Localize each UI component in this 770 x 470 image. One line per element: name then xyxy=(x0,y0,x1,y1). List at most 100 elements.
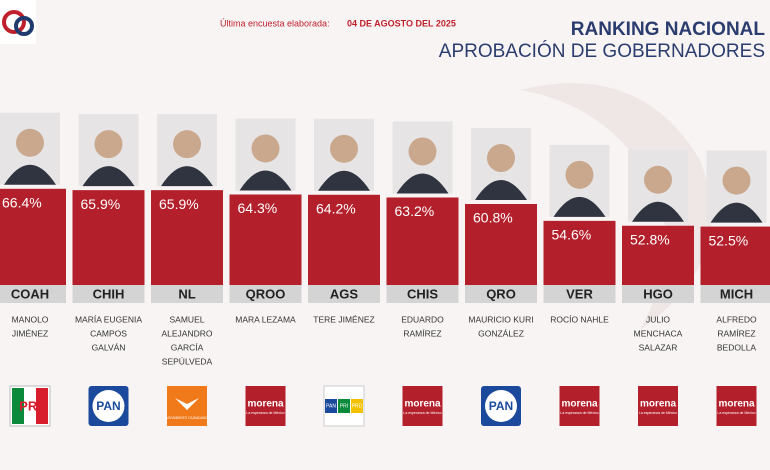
governor-name: MAURICIO KURI xyxy=(468,314,533,324)
bar xyxy=(700,226,770,285)
party-logo-text: La esperanza de México xyxy=(639,411,677,415)
portrait-head xyxy=(94,130,123,159)
category-strip xyxy=(622,285,694,303)
governor-name: EDUARDO xyxy=(401,314,444,324)
value-label: 52.8% xyxy=(630,231,670,247)
x-tick-label: CHIH xyxy=(93,286,125,301)
bar xyxy=(622,225,694,285)
party-logo-text: morena xyxy=(247,399,284,410)
party-logo-text: La esperanza de México xyxy=(717,411,755,415)
x-tick-label: NL xyxy=(178,286,195,301)
party-logo xyxy=(638,386,678,426)
governor-name: MARA LEZAMA xyxy=(235,314,296,324)
party-logo-part xyxy=(351,399,363,413)
bar xyxy=(308,194,380,285)
governor-name: ALEJANDRO xyxy=(161,328,212,338)
governor-name: TERE JIMÉNEZ xyxy=(313,314,374,324)
portrait-body xyxy=(4,164,56,185)
portrait-head xyxy=(408,137,437,166)
value-label: 64.3% xyxy=(238,200,278,216)
party-logo xyxy=(402,386,443,426)
chart-subtitle: APROBACIÓN DE GOBERNADORES xyxy=(439,40,765,62)
x-tick-label: QROO xyxy=(246,286,286,301)
value-label: 65.9% xyxy=(81,196,121,212)
party-logo-text: La esperanza de México xyxy=(560,411,598,415)
party-logo-part xyxy=(175,398,199,410)
value-label: 52.5% xyxy=(709,232,749,248)
value-label: 65.9% xyxy=(159,196,199,212)
category-strip xyxy=(465,285,537,303)
governor-name: MENCHACA xyxy=(634,328,683,338)
governor-name: RAMÍREZ xyxy=(403,328,441,338)
bar xyxy=(465,204,537,285)
category-strip xyxy=(700,285,770,303)
governor-name: GONZÁLEZ xyxy=(478,328,524,338)
portrait-body xyxy=(82,166,135,187)
party-logo-text: La esperanza de México xyxy=(403,411,441,415)
party-logo-text: PRI xyxy=(19,398,41,413)
category-strip xyxy=(543,285,616,303)
portrait-body xyxy=(239,170,292,191)
bar xyxy=(0,188,66,285)
party-logo-text: morena xyxy=(404,399,441,410)
governor-name: SALAZAR xyxy=(639,342,678,352)
party-logo-text: morena xyxy=(718,399,755,410)
x-tick-label: COAH xyxy=(11,286,49,301)
party-logo-text: morena xyxy=(640,399,677,410)
party-logo-part xyxy=(36,388,48,424)
portrait-head xyxy=(644,165,672,194)
portrait-head xyxy=(16,128,44,157)
bar xyxy=(386,197,459,285)
bar xyxy=(151,190,223,285)
party-logo xyxy=(559,386,600,426)
value-label: 66.4% xyxy=(2,194,42,210)
category-strip xyxy=(229,285,302,303)
bar xyxy=(543,220,616,285)
party-logo-text: La esperanza de México xyxy=(246,411,284,415)
portrait-head xyxy=(173,130,201,159)
governor-name: SEPÚLVEDA xyxy=(162,356,213,366)
portrait-head xyxy=(330,134,358,163)
party-logo-text: morena xyxy=(561,399,598,410)
x-tick-label: MICH xyxy=(720,286,753,301)
governor-name: RAMÍREZ xyxy=(717,328,755,338)
governor-name: ROCÍO NAHLE xyxy=(550,314,609,324)
x-tick-label: AGS xyxy=(330,286,359,301)
value-label: 64.2% xyxy=(316,200,356,216)
x-tick-label: QRO xyxy=(486,286,516,301)
governor-name: GALVÁN xyxy=(92,342,126,352)
party-logo-part xyxy=(325,399,337,413)
portrait-body xyxy=(161,166,213,187)
portrait-body xyxy=(318,170,370,191)
party-logo-part xyxy=(92,390,125,422)
category-strip xyxy=(0,285,66,303)
portrait-body xyxy=(710,202,763,223)
portrait-head xyxy=(722,166,751,195)
chart-title: RANKING NACIONAL xyxy=(571,19,766,40)
party-logo-text: MOVIMIENTO CIUDADANO xyxy=(166,416,208,420)
portrait-body xyxy=(475,180,527,201)
portrait-body xyxy=(553,196,606,217)
party-logo-part xyxy=(338,399,350,413)
category-strip xyxy=(72,285,145,303)
portrait-head xyxy=(565,160,594,189)
value-label: 54.6% xyxy=(552,227,592,243)
party-logo-part xyxy=(485,390,517,422)
party-logo xyxy=(716,386,757,426)
party-logo-text: PAN xyxy=(96,399,120,413)
portrait-body xyxy=(396,173,449,194)
x-tick-label: CHIS xyxy=(407,286,438,301)
party-logo-text: PRI xyxy=(340,403,348,409)
value-label: 60.8% xyxy=(473,210,513,226)
governor-name: MARÍA EUGENIA xyxy=(75,314,142,324)
bar xyxy=(72,190,145,285)
value-label: 63.2% xyxy=(395,203,435,219)
logo xyxy=(0,0,36,44)
category-strip xyxy=(308,285,380,303)
governor-name: GARCÍA xyxy=(171,342,204,352)
category-strip xyxy=(151,285,223,303)
governor-name: JULIO xyxy=(646,314,670,324)
x-tick-label: HGO xyxy=(643,286,673,301)
party-logo xyxy=(245,386,286,426)
